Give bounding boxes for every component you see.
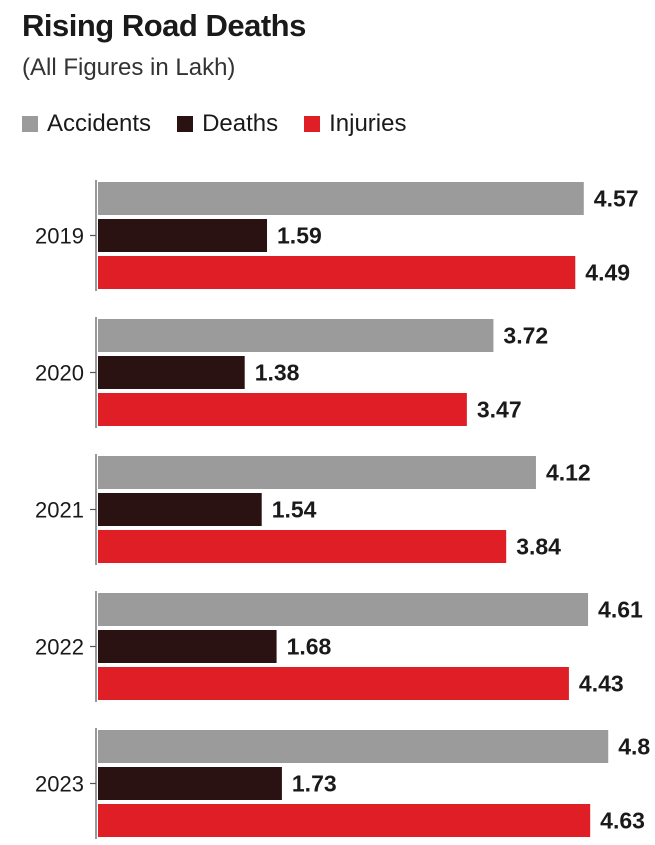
data-label-injuries: 4.49 — [585, 260, 630, 286]
bar-injuries — [98, 667, 569, 700]
chart-title: Rising Road Deaths — [22, 8, 306, 43]
bar-deaths — [98, 219, 268, 252]
data-label-injuries: 4.63 — [600, 808, 645, 834]
category-label: 2022 — [35, 635, 84, 660]
legend: Accidents Deaths Injuries — [22, 110, 432, 138]
data-label-accidents: 4.12 — [546, 460, 591, 486]
legend-item-accidents: Accidents — [22, 110, 151, 138]
category-label: 2020 — [35, 361, 84, 386]
bar-deaths — [98, 493, 262, 526]
data-label-deaths: 1.59 — [277, 223, 322, 249]
legend-label-deaths: Deaths — [202, 110, 279, 137]
legend-label-injuries: Injuries — [329, 110, 407, 137]
legend-swatch-deaths — [177, 116, 194, 132]
bar-injuries — [98, 256, 576, 289]
bar-injuries — [98, 393, 467, 426]
data-label-accidents: 3.72 — [503, 323, 548, 349]
bar-injuries — [98, 530, 507, 563]
bar-injuries — [98, 804, 591, 837]
bar-deaths — [98, 356, 245, 389]
legend-item-deaths: Deaths — [177, 110, 278, 138]
data-label-accidents: 4.8 — [618, 734, 650, 760]
category-label: 2019 — [35, 224, 84, 249]
category-label: 2023 — [35, 772, 84, 797]
data-label-accidents: 4.61 — [598, 597, 643, 623]
category-label: 2021 — [35, 498, 84, 523]
data-label-deaths: 1.73 — [292, 771, 337, 797]
bar-deaths — [98, 767, 282, 800]
data-label-injuries: 3.47 — [477, 397, 522, 423]
data-label-accidents: 4.57 — [594, 186, 639, 212]
chart-subtitle: (All Figures in Lakh) — [22, 54, 236, 81]
legend-item-injuries: Injuries — [304, 110, 406, 138]
legend-swatch-accidents — [22, 116, 38, 132]
bar-deaths — [98, 630, 277, 663]
bar-accidents — [98, 730, 609, 763]
data-label-injuries: 3.84 — [516, 534, 561, 560]
data-label-injuries: 4.43 — [579, 671, 624, 697]
legend-swatch-injuries — [304, 116, 321, 132]
bar-accidents — [98, 319, 494, 352]
data-label-deaths: 1.38 — [255, 360, 300, 386]
bar-accidents — [98, 593, 589, 626]
data-label-deaths: 1.68 — [287, 634, 332, 660]
legend-label-accidents: Accidents — [47, 110, 152, 137]
bar-accidents — [98, 182, 584, 215]
data-label-deaths: 1.54 — [272, 497, 317, 523]
bar-accidents — [98, 456, 536, 489]
